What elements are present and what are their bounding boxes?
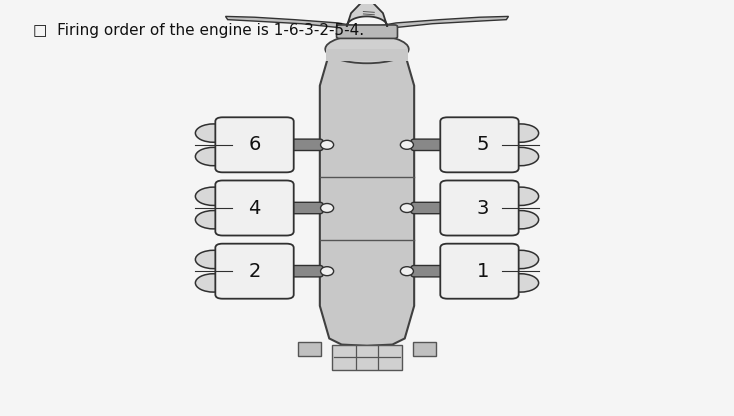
Ellipse shape (321, 140, 334, 149)
Ellipse shape (502, 210, 539, 229)
Text: 3: 3 (477, 198, 490, 218)
Ellipse shape (325, 35, 409, 63)
Ellipse shape (502, 187, 539, 206)
Polygon shape (225, 16, 363, 29)
Ellipse shape (195, 187, 232, 206)
Ellipse shape (502, 274, 539, 292)
FancyBboxPatch shape (283, 139, 323, 151)
FancyBboxPatch shape (411, 202, 451, 214)
Ellipse shape (502, 147, 539, 166)
Text: 1: 1 (477, 262, 490, 281)
Text: 5: 5 (477, 135, 490, 154)
Ellipse shape (400, 267, 413, 276)
Polygon shape (371, 16, 509, 29)
Text: □  Firing order of the engine is 1-6-3-2-5-4.: □ Firing order of the engine is 1-6-3-2-… (33, 22, 364, 37)
Ellipse shape (400, 140, 413, 149)
FancyBboxPatch shape (215, 181, 294, 235)
FancyBboxPatch shape (215, 244, 294, 299)
FancyBboxPatch shape (440, 181, 519, 235)
Ellipse shape (195, 250, 232, 269)
FancyBboxPatch shape (283, 202, 323, 214)
Ellipse shape (195, 124, 232, 142)
FancyBboxPatch shape (440, 244, 519, 299)
Ellipse shape (321, 267, 334, 276)
Text: 4: 4 (248, 198, 261, 218)
Ellipse shape (502, 250, 539, 269)
FancyBboxPatch shape (333, 345, 401, 370)
Polygon shape (326, 49, 408, 61)
FancyBboxPatch shape (215, 117, 294, 172)
FancyBboxPatch shape (411, 139, 451, 151)
Ellipse shape (400, 203, 413, 213)
Ellipse shape (502, 124, 539, 142)
Ellipse shape (195, 210, 232, 229)
Polygon shape (346, 0, 388, 27)
Ellipse shape (195, 147, 232, 166)
Ellipse shape (195, 274, 232, 292)
FancyBboxPatch shape (411, 265, 451, 277)
Text: 6: 6 (248, 135, 261, 154)
Text: 2: 2 (248, 262, 261, 281)
FancyBboxPatch shape (298, 342, 321, 356)
FancyBboxPatch shape (440, 117, 519, 172)
FancyBboxPatch shape (283, 265, 323, 277)
Ellipse shape (321, 203, 334, 213)
FancyBboxPatch shape (413, 342, 436, 356)
Polygon shape (320, 36, 414, 346)
FancyBboxPatch shape (336, 25, 398, 38)
